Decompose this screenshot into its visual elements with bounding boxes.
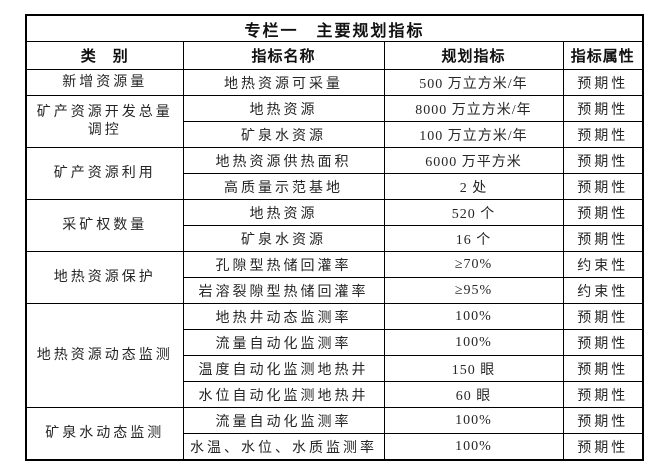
table-row: 采矿权数量 地热资源 520 个预期性: [25, 199, 644, 252]
header-indicator-name: 指标名称: [182, 41, 385, 70]
indicator-value-cell: 100%: [383, 329, 564, 356]
category-cell: 采矿权数量: [25, 199, 184, 252]
table-row: 矿产资源开发总量调控 地热资源 8000 万立方米/年 预期性: [25, 95, 644, 148]
indicator-value-cell: 100 万立方米/年: [383, 121, 564, 148]
table-row: 矿产资源利用 地热资源供热面积 6000 万平方米 预期性: [25, 147, 644, 200]
indicator-value-cell: 16 个: [383, 225, 564, 252]
indicator-value-cell: 150 眼: [383, 355, 564, 382]
indicator-name-cell: 矿泉水资源: [182, 121, 385, 148]
indicator-value-cell: 60 眼: [383, 381, 564, 408]
table-row: 水温、水位、水质监测率 100% 预期性: [26, 433, 644, 461]
category-cell: 矿产资源开发总量调控: [25, 95, 184, 148]
table-body: 新增资源量 地热资源可采量 500 万立方米/年 预期性 矿产资源开发总量调控 地热资源 8…: [25, 69, 644, 461]
table-row: 矿泉水动态监测 流量自动化监测率 100% 预期性: [25, 407, 644, 461]
header-indicator-attribute: 指标属性: [562, 41, 644, 70]
indicator-attribute-cell: 约束性: [562, 251, 644, 278]
table-row: 温度自动化监测地热井 150 眼预期性: [26, 355, 644, 382]
category-cell: 地热资源保护: [25, 251, 184, 304]
indicator-value-cell: 8000 万立方米/年: [383, 95, 564, 122]
indicator-name-cell: 岩溶裂隙型热储回灌率: [182, 277, 385, 304]
header-planning-indicator: 规划指标: [383, 41, 564, 70]
table-row: 地热资源保护 孔隙型热储回灌率 ≥70% 约束性: [25, 251, 644, 304]
indicator-attribute-cell: 约束性: [562, 277, 644, 304]
table-title: 专栏一 主要规划指标: [25, 14, 644, 42]
indicator-name-cell: 地热资源可采量: [182, 69, 385, 96]
indicator-name-cell: 地热资源供热面积: [182, 147, 385, 174]
table-row: 岩溶裂隙型热储回灌率 ≥95% 约束性: [26, 277, 644, 304]
indicator-attribute-cell: 预期性: [562, 225, 644, 252]
indicator-attribute-cell: 预期性: [562, 121, 644, 148]
indicator-value-cell: 100%: [383, 407, 564, 434]
indicator-value-cell: ≥70%: [383, 251, 564, 278]
table-row: 新增资源量 地热资源可采量 500 万立方米/年 预期性: [25, 69, 644, 96]
indicator-name-cell: 流量自动化监测率: [182, 407, 385, 434]
header-category: 类 别: [25, 41, 184, 70]
indicator-attribute-cell: 预期性: [562, 147, 644, 174]
table-row: 流量自动化监测率 100% 预期性: [26, 329, 644, 356]
indicator-attribute-cell: 预期性: [562, 173, 644, 200]
indicator-value-cell: 2 处: [383, 173, 564, 200]
indicator-attribute-cell: 预期性: [562, 329, 644, 356]
planning-indicators-table: 专栏一 主要规划指标 类 别 指标名称 规划指标 指标属性 新增资源量 地热资源可…: [25, 14, 645, 461]
indicator-attribute-cell: 预期性: [562, 199, 644, 226]
indicator-name-cell: 孔隙型热储回灌率: [182, 251, 385, 278]
indicator-name-cell: 高质量示范基地: [182, 173, 385, 200]
table-row: 矿泉水资源 100 万立方米/年 预期性: [26, 121, 644, 148]
table-row: 水位自动化监测地热井 60 眼预期性: [26, 381, 644, 408]
indicator-value-cell: 100%: [383, 433, 564, 461]
indicator-value-cell: 500 万立方米/年: [383, 69, 564, 96]
indicator-attribute-cell: 预期性: [562, 407, 644, 434]
indicator-value-cell: 6000 万平方米: [383, 147, 564, 174]
indicator-name-cell: 温度自动化监测地热井: [182, 355, 385, 382]
table-row: 地热资源动态监测 地热井动态监测率 100% 预期性: [25, 303, 644, 408]
indicator-value-cell: 100%: [383, 303, 564, 330]
indicator-name-cell: 地热资源: [182, 199, 385, 226]
indicator-attribute-cell: 预期性: [562, 381, 644, 408]
category-cell: 新增资源量: [25, 69, 184, 96]
indicator-name-cell: 流量自动化监测率: [182, 329, 385, 356]
indicator-value-cell: ≥95%: [383, 277, 564, 304]
category-cell: 地热资源动态监测: [25, 303, 184, 408]
table-row: 高质量示范基地 2 处预期性: [26, 173, 644, 200]
indicator-attribute-cell: 预期性: [562, 95, 644, 122]
indicator-name-cell: 水温、水位、水质监测率: [182, 433, 385, 461]
indicator-attribute-cell: 预期性: [562, 355, 644, 382]
indicator-name-cell: 地热井动态监测率: [182, 303, 385, 330]
indicator-name-cell: 矿泉水资源: [182, 225, 385, 252]
indicator-attribute-cell: 预期性: [562, 433, 644, 461]
indicator-value-cell: 520 个: [383, 199, 564, 226]
indicator-attribute-cell: 预期性: [562, 303, 644, 330]
table-title-row: 专栏一 主要规划指标: [25, 14, 644, 42]
table-row: 矿泉水资源 16 个预期性: [26, 225, 644, 252]
category-cell: 矿产资源利用: [25, 147, 184, 200]
indicator-name-cell: 地热资源: [182, 95, 385, 122]
indicator-name-cell: 水位自动化监测地热井: [182, 381, 385, 408]
table-header-row: 类 别 指标名称 规划指标 指标属性: [25, 41, 644, 70]
indicator-attribute-cell: 预期性: [562, 69, 644, 96]
category-cell: 矿泉水动态监测: [25, 407, 184, 461]
